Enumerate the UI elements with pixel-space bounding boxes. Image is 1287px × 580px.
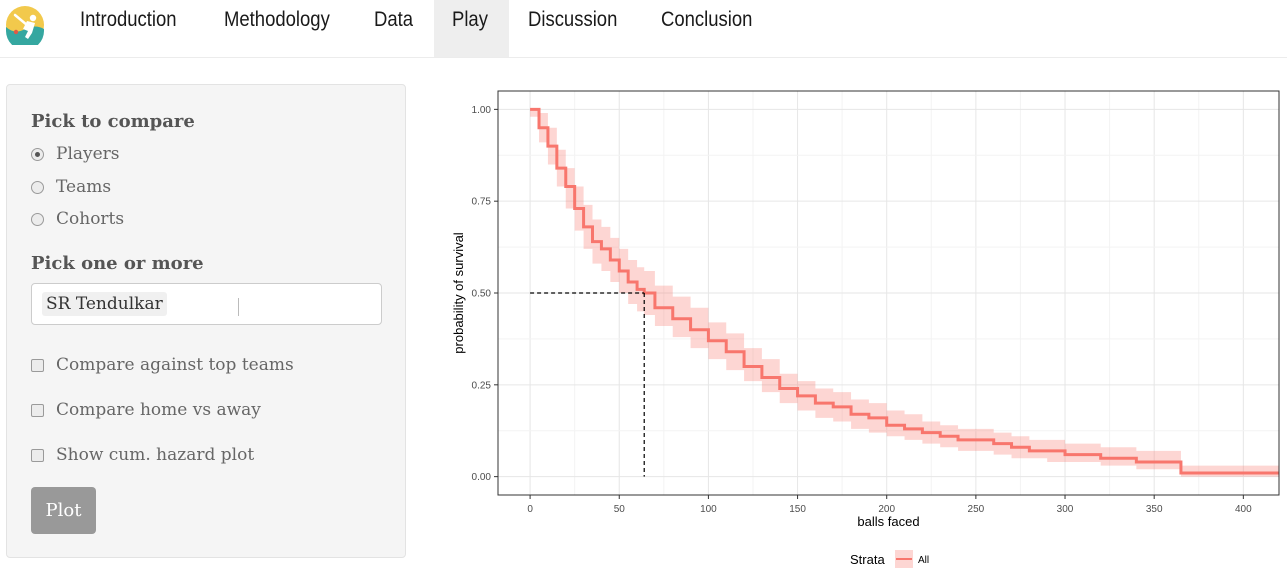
x-tick-label-3: 150 — [789, 504, 806, 515]
nav-item-introduction[interactable]: Introduction — [80, 8, 177, 31]
radio-players[interactable]: Players — [31, 143, 120, 165]
checkbox-cum-hazard-box[interactable] — [31, 448, 44, 462]
x-tick-label-8: 400 — [1235, 504, 1252, 515]
x-tick-label-5: 250 — [968, 504, 985, 515]
y-axis-label: probability of survival — [451, 232, 466, 353]
selected-player-chip[interactable]: SR Tendulkar — [42, 292, 167, 316]
y-tick-label-2: 0.50 — [472, 289, 492, 300]
nav-item-play[interactable]: Play — [452, 8, 488, 31]
y-tick-label-1: 0.25 — [472, 380, 492, 391]
radio-cohorts[interactable]: Cohorts — [31, 208, 124, 230]
radio-players-label[interactable]: Players — [56, 144, 120, 164]
compare-heading: Pick to compare — [31, 111, 195, 132]
sidebar-panel: Pick to compare Players Teams Cohorts Pi… — [6, 84, 406, 558]
checkbox-cum-hazard[interactable]: Show cum. hazard plot — [31, 444, 254, 466]
x-tick-label-4: 200 — [878, 504, 895, 515]
plot-button[interactable]: Plot — [31, 487, 96, 534]
checkbox-top-teams-box[interactable] — [31, 358, 44, 372]
nav-item-discussion[interactable]: Discussion — [528, 8, 618, 31]
checkbox-home-away-label[interactable]: Compare home vs away — [56, 400, 261, 420]
player-select-input[interactable]: SR Tendulkar — [31, 283, 382, 325]
y-tick-label-3: 0.75 — [472, 197, 492, 208]
text-cursor — [238, 298, 239, 316]
x-tick-label-6: 300 — [1057, 504, 1074, 515]
x-axis-label: balls faced — [857, 514, 919, 529]
cricket-logo-icon[interactable] — [5, 5, 45, 45]
checkbox-home-away[interactable]: Compare home vs away — [31, 399, 261, 421]
nav-item-conclusion[interactable]: Conclusion — [661, 8, 753, 31]
radio-players-button[interactable] — [31, 147, 44, 161]
y-tick-label-0: 0.00 — [472, 472, 492, 483]
checkbox-cum-hazard-label[interactable]: Show cum. hazard plot — [56, 445, 255, 465]
radio-teams-button[interactable] — [31, 180, 44, 194]
survival-line-all — [530, 107, 1279, 475]
legend-title: Strata — [850, 552, 885, 567]
x-tick-label-0: 0 — [527, 504, 533, 515]
radio-cohorts-button[interactable] — [31, 212, 44, 226]
survival-chart: 0 50 100 150 200 250 300 350 400 0.00 0.25 0.50 0.75… — [440, 84, 1287, 576]
x-tick-label-2: 100 — [700, 504, 717, 515]
x-tick-label-7: 350 — [1146, 504, 1163, 515]
checkbox-home-away-box[interactable] — [31, 403, 44, 417]
pick-heading: Pick one or more — [31, 253, 204, 274]
radio-teams[interactable]: Teams — [31, 176, 111, 198]
navbar: Introduction Methodology Data Play Discu… — [0, 0, 1287, 58]
x-tick-label-1: 50 — [614, 504, 626, 515]
checkbox-top-teams[interactable]: Compare against top teams — [31, 354, 294, 376]
y-tick-label-4: 1.00 — [472, 105, 492, 116]
radio-teams-label[interactable]: Teams — [56, 177, 112, 197]
checkbox-top-teams-label[interactable]: Compare against top teams — [56, 355, 294, 375]
survival-chart-svg: 0 50 100 150 200 250 300 350 400 0.00 0.25 0.50 0.75… — [451, 90, 1280, 568]
radio-cohorts-label[interactable]: Cohorts — [56, 209, 125, 229]
legend-label-all: All — [918, 555, 929, 566]
nav-item-data[interactable]: Data — [374, 8, 414, 31]
nav-item-methodology[interactable]: Methodology — [224, 8, 330, 31]
nav-active-highlight — [434, 0, 509, 57]
